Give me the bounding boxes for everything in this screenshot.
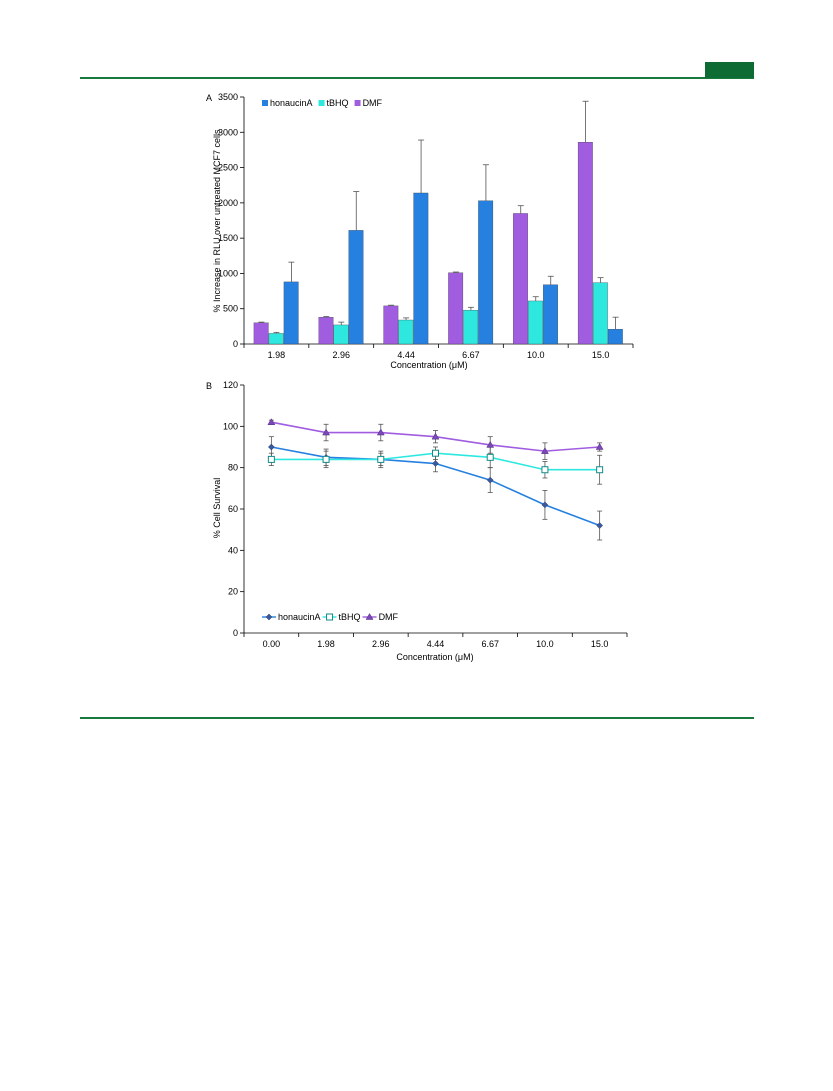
- chart-a-x-tick-label: 6.67: [462, 350, 480, 360]
- footer-rule: [80, 717, 754, 719]
- chart-b-x-axis-title: Concentration (μM): [396, 652, 473, 662]
- chart-b-x-tick-label: 15.0: [591, 639, 609, 649]
- panel-label-b: B: [206, 381, 212, 391]
- chart-a-y-tick-label: 3000: [218, 127, 238, 137]
- chart-a-x-tick-label: 2.96: [332, 350, 350, 360]
- chart-a-x-ticks: 1.98 2.96 4.44 6.67 10.0 15.0: [243, 344, 634, 360]
- legend-label-DMF: DMF: [363, 98, 383, 108]
- marker-honaucinA: [596, 522, 603, 529]
- marker-tBHQ: [432, 449, 439, 457]
- legend-swatch-tBHQ: [318, 100, 325, 106]
- chart-b-axes: [243, 385, 627, 634]
- marker-DMF: [595, 443, 604, 450]
- chart-a-y-axis-title: % Increase in RLU over untreated MCF7 ce…: [212, 129, 222, 313]
- marker-tBHQ: [377, 455, 385, 463]
- marker-tBHQ: [486, 453, 494, 461]
- legend-label-tBHQ: tBHQ: [339, 612, 361, 622]
- chart-b-x-ticks: 0.00 1.98 2.96 4.44 6.67 10.0 15.0: [243, 633, 628, 649]
- chart-a-y-tick-label: 1500: [218, 233, 238, 243]
- chart-b-y-tick-label: 0: [233, 628, 238, 638]
- chart-b-x-tick-label: 0.00: [263, 639, 281, 649]
- legend-label-DMF: DMF: [379, 612, 399, 622]
- chart-b-x-tick-label: 1.98: [317, 639, 335, 649]
- legend-swatch-DMF: [354, 100, 361, 106]
- panel-label-a: A: [206, 93, 212, 103]
- legend-marker-honaucinA: [265, 613, 273, 621]
- marker-DMF: [486, 440, 495, 448]
- legend-swatch-honaucinA: [262, 100, 268, 106]
- chart-b-x-tick-label: 6.67: [481, 639, 499, 649]
- chart-a-y-tick-label: 2500: [218, 163, 238, 173]
- legend-marker-tBHQ: [326, 613, 334, 621]
- chart-a-error-bars: [258, 100, 619, 334]
- legend-label-honaucinA: honaucinA: [278, 612, 321, 622]
- marker-honaucinA: [268, 443, 275, 451]
- marker-DMF: [431, 432, 440, 440]
- chart-b-y-tick-label: 60: [228, 504, 238, 514]
- chart-b-y-tick-label: 40: [228, 545, 238, 555]
- chart-a-x-tick-label: 10.0: [527, 350, 545, 360]
- marker-honaucinA: [486, 476, 494, 484]
- header-green-tab: [705, 62, 754, 78]
- marker-tBHQ: [267, 455, 275, 463]
- chart-b-x-tick-label: 10.0: [536, 639, 554, 649]
- marker-DMF: [267, 418, 276, 425]
- chart-a-y-tick-label: 2000: [218, 198, 238, 208]
- legend-marker-DMF: [365, 613, 374, 620]
- chart-a-x-axis-title: Concentration (μM): [390, 360, 467, 370]
- chart-b-markers: [267, 418, 604, 529]
- header-rule: [80, 77, 754, 79]
- chart-b-legend: honaucinA tBHQ DMF: [262, 612, 399, 622]
- chart-a-legend: honaucinA tBHQ DMF: [262, 98, 383, 108]
- legend-label-tBHQ: tBHQ: [327, 98, 349, 108]
- marker-tBHQ: [541, 466, 549, 474]
- marker-honaucinA: [541, 501, 549, 509]
- marker-tBHQ: [322, 455, 330, 463]
- chart-a-y-tick-label: 1000: [218, 268, 238, 278]
- chart-b-y-ticks: 0 20 40 60 80 100 120: [223, 380, 244, 638]
- chart-a-x-tick-label: 15.0: [592, 350, 610, 360]
- marker-DMF: [540, 447, 549, 454]
- chart-a-y-tick-label: 3500: [218, 92, 238, 102]
- bar-chart-a: A 0 500 1000 1500 2000 2500 3000 3500 1.98 2.96 4…: [206, 92, 634, 370]
- chart-b-y-tick-label: 120: [223, 380, 238, 390]
- marker-DMF: [322, 428, 331, 436]
- marker-DMF: [376, 428, 385, 436]
- chart-a-x-tick-label: 4.44: [397, 350, 415, 360]
- chart-a-y-ticks: 0 500 1000 1500 2000 2500 3000 3500: [218, 92, 244, 349]
- chart-b-y-axis-title: % Cell Survival: [212, 478, 222, 539]
- chart-a-y-tick-label: 500: [223, 304, 238, 314]
- chart-a-bars: [253, 142, 623, 345]
- chart-b-x-tick-label: 2.96: [372, 639, 390, 649]
- chart-b-y-tick-label: 100: [223, 421, 238, 431]
- chart-b-y-tick-label: 80: [228, 463, 238, 473]
- chart-a-y-tick-label: 0: [233, 339, 238, 349]
- marker-tBHQ: [596, 466, 604, 474]
- chart-b-y-tick-label: 20: [228, 587, 238, 597]
- legend-label-honaucinA: honaucinA: [270, 98, 313, 108]
- marker-honaucinA: [432, 460, 439, 467]
- chart-b-x-tick-label: 4.44: [427, 639, 445, 649]
- chart-a-x-tick-label: 1.98: [268, 350, 286, 360]
- line-chart-b: B 0 20 40 60 80 100 120 0.00 1.98 2.96 4.44 6.67 10…: [206, 380, 628, 662]
